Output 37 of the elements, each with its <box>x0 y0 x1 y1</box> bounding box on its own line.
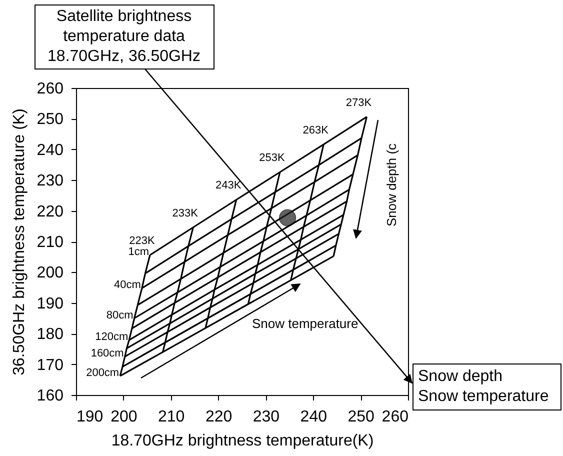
x-axis-title: 18.70GHz brightness temperature(K) <box>111 432 374 450</box>
series-label: 120cm <box>95 331 128 344</box>
x-tick-label: 210 <box>158 408 185 426</box>
text: Satellite brightness temperature data 18.70GHz, 36.50GHz <box>48 8 200 65</box>
y-tick-label: 240 <box>36 142 64 159</box>
series-label: 40cm <box>114 279 141 292</box>
x-tick-label: 260 <box>382 408 409 426</box>
x-tick-label: 240 <box>300 408 328 426</box>
series-label: 253K <box>259 152 286 164</box>
annotation: Snow temperature <box>252 316 358 331</box>
y-tick-label: 160 <box>36 388 64 404</box>
text: Snow depth Snow temperature <box>418 368 549 405</box>
series-label: 1cm <box>128 246 149 258</box>
series-label: 223K <box>129 235 156 248</box>
y-tick-label: 200 <box>36 264 64 282</box>
x-tick-label: 200 <box>110 408 138 426</box>
x-tick-label: 190 <box>76 408 104 426</box>
series-label: 80cm <box>106 309 134 322</box>
y-tick-label: 260 <box>36 80 64 98</box>
series-label: 273K <box>346 96 372 109</box>
y-tick-label: 210 <box>36 234 64 251</box>
y-tick-label: 220 <box>36 203 64 220</box>
y-tick-label: 190 <box>36 295 64 312</box>
series-label: 200cm <box>86 366 120 379</box>
series-label: 243K <box>215 180 242 192</box>
annotation: Snow depth (c <box>384 142 399 227</box>
y-tick-label: 250 <box>36 111 64 128</box>
series-label: 233K <box>172 207 199 220</box>
y-tick-label: 230 <box>36 172 64 190</box>
y-tick-label: 180 <box>36 326 64 344</box>
x-tick-label: 220 <box>205 408 232 426</box>
series-label: 263K <box>302 124 330 136</box>
x-tick-label: 250 <box>348 408 375 426</box>
y-axis-title: 36.50GHz brightness temperature (K) <box>10 108 28 376</box>
series-label: 160cm <box>90 348 124 360</box>
y-tick-label: 170 <box>36 356 64 374</box>
x-tick-label: 230 <box>252 408 280 426</box>
